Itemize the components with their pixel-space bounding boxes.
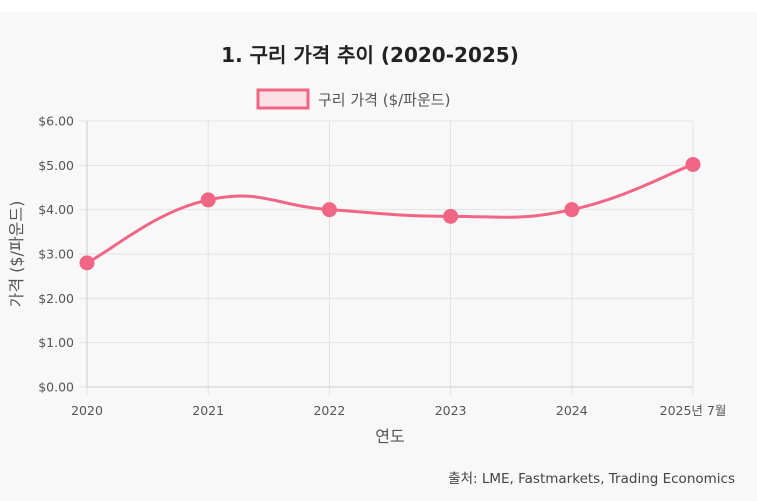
x-tick-label: 2022 — [313, 403, 345, 418]
y-tick-label: $1.00 — [38, 335, 74, 350]
x-tick-label: 2021 — [192, 403, 224, 418]
legend[interactable]: 구리 가격 ($/파운드) — [256, 88, 450, 110]
x-tick-label: 2020 — [71, 403, 103, 418]
data-point[interactable] — [321, 202, 337, 218]
grid — [79, 120, 694, 395]
y-tick-label: $0.00 — [38, 380, 74, 395]
x-axis-title: 연도 — [375, 427, 404, 446]
y-tick-label: $4.00 — [38, 202, 74, 217]
x-tick-label: 2025년 7월 — [660, 403, 727, 418]
chart-panel — [0, 12, 757, 501]
y-axis-title: 가격 ($/파운드) — [7, 201, 26, 308]
y-tick-label: $2.00 — [38, 291, 74, 306]
y-tick-label: $5.00 — [38, 158, 74, 173]
data-point[interactable] — [685, 156, 701, 172]
y-axis-ticks: $0.00 $1.00 $2.00 $3.00 $4.00 $5.00 $6.00 — [38, 114, 74, 395]
x-tick-label: 2024 — [556, 403, 588, 418]
legend-label: 구리 가격 ($/파운드) — [318, 91, 450, 109]
axes — [86, 121, 693, 388]
y-tick-label: $3.00 — [38, 247, 74, 262]
x-tick-label: 2023 — [435, 403, 467, 418]
data-point[interactable] — [200, 192, 216, 208]
series-line — [85, 162, 695, 265]
data-point[interactable] — [443, 208, 459, 224]
source-note: 출처: LME, Fastmarkets, Trading Economics — [448, 471, 735, 487]
data-point[interactable] — [564, 202, 580, 218]
series-path — [85, 162, 695, 265]
x-axis-ticks: 2020 2021 2022 2023 2024 2025년 7월 — [71, 403, 726, 418]
chart-title: 1. 구리 가격 추이 (2020-2025) — [221, 43, 519, 67]
data-points — [79, 156, 701, 271]
data-point[interactable] — [79, 255, 95, 271]
y-tick-label: $6.00 — [38, 114, 74, 129]
legend-swatch — [256, 88, 310, 110]
